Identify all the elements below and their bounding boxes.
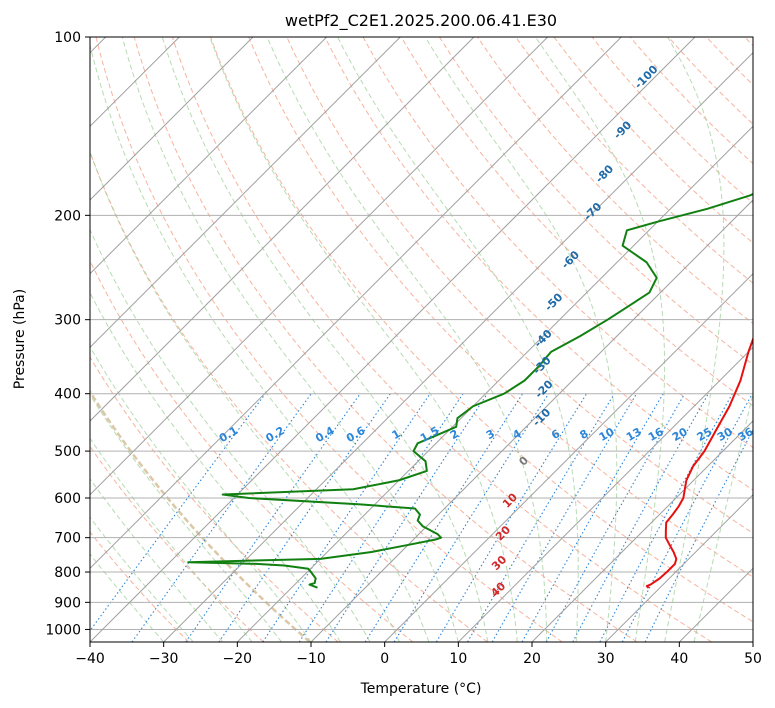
mixing-ratio-line: [262, 393, 431, 642]
mixing-ratio-line: [435, 393, 588, 642]
dry-adiabat-line: [133, 37, 638, 642]
moist-adiabat-line: [90, 345, 312, 642]
x-tick-label: 40: [670, 651, 688, 667]
mixing-ratio-line: [325, 393, 488, 642]
temperature-profile-line: [645, 336, 753, 589]
y-tick-label: 200: [54, 208, 81, 224]
mixing-ratio-lines: [90, 393, 753, 642]
mixing-ratio-line: [491, 393, 638, 642]
isotherm-line: [605, 493, 753, 642]
x-tick-label: −30: [149, 651, 179, 667]
isotherm-line: [310, 199, 753, 642]
y-axis-label: Pressure (hPa): [12, 289, 28, 389]
moist-adiabat-line: [90, 393, 282, 642]
mixing-ratio-line: [393, 393, 550, 642]
y-tick-label: 500: [54, 444, 81, 460]
y-tick-label: 300: [54, 313, 81, 329]
isotherm-line: [90, 37, 696, 642]
mixing-ratio-line: [545, 393, 686, 642]
moist-adiabats: [90, 37, 753, 642]
y-tick-label: 600: [54, 491, 81, 507]
dry-adiabat-line: [90, 531, 190, 642]
mixing-ratio-line: [572, 393, 709, 642]
mixing-ratio-line: [521, 393, 664, 642]
moist-adiabat-line: [535, 37, 666, 642]
profile-lines: [187, 192, 753, 589]
dry-adiabat-line: [90, 150, 488, 642]
mixing-ratio-line: [467, 393, 615, 642]
moist-adiabat-line: [90, 43, 430, 642]
dewpoint-profile-line: [187, 192, 753, 589]
dry-adiabat-line: [171, 37, 712, 642]
x-tick-label: −20: [223, 651, 253, 667]
isotherm-line: [90, 37, 622, 570]
dry-adiabat-line: [400, 37, 753, 407]
x-tick-label: 0: [380, 651, 389, 667]
dry-adiabat-line: [286, 37, 753, 534]
isotherm-line: [90, 37, 475, 422]
moist-adiabat-line: [337, 37, 579, 642]
y-tick-label: 1000: [45, 622, 81, 638]
moist-adiabat-line: [90, 437, 253, 642]
mixing-ratio-label: 36: [736, 425, 756, 444]
dry-adiabat-line: [95, 37, 563, 642]
y-tick-label: 400: [54, 387, 81, 403]
isotherm-line: [90, 37, 401, 349]
isotherm-line: [90, 37, 254, 201]
isotherm-line: [90, 37, 549, 496]
x-tick-label: 10: [449, 651, 467, 667]
y-tick-label: 100: [54, 30, 81, 46]
isotherm-line: [384, 272, 753, 642]
isotherm-line: [163, 51, 753, 642]
mixing-ratio-line: [131, 393, 312, 642]
chart-title: wetPf2_C2E1.2025.200.06.41.E30: [285, 11, 557, 31]
x-tick-label: 50: [744, 651, 762, 667]
mixing-ratio-line: [644, 428, 753, 642]
dry-adiabat-line: [210, 37, 753, 623]
moist-adiabat-line: [90, 150, 400, 642]
grid-lines: [90, 37, 753, 630]
plot-frame: [89, 36, 754, 643]
x-tick-label: −10: [296, 651, 326, 667]
y-tick-label: 800: [54, 565, 81, 581]
x-axis-label: Temperature (°C): [360, 681, 482, 697]
isotherm-line: [90, 37, 328, 275]
moist-adiabat-line: [90, 478, 223, 642]
x-tick-label: −40: [75, 651, 105, 667]
moist-adiabat-line: [424, 37, 618, 642]
moist-adiabat-line: [90, 228, 371, 642]
dry-adiabat-line: [439, 37, 753, 366]
plot-area: -100-90-80-70-60-50-40-30-20-10010203040…: [90, 37, 756, 642]
x-tick-label: 20: [523, 651, 541, 667]
isotherm-line: [236, 125, 753, 642]
dry-adiabat-line: [591, 37, 753, 204]
axis-ticks: −40 −30 −20 −10 0 10 20 30 40 50 100 200 300 400 500 60…: [45, 30, 762, 667]
skewed-isotherms: [90, 37, 753, 642]
dry-adiabat-line: [248, 37, 753, 578]
x-tick-label: 30: [597, 651, 615, 667]
moist-adiabat-line: [664, 37, 725, 642]
reference-dry-adiabat-line: [90, 389, 311, 642]
y-tick-label: 900: [54, 595, 81, 611]
y-tick-label: 700: [54, 531, 81, 547]
dry-adiabat-line: [324, 37, 753, 491]
moist-adiabat-line: [266, 37, 548, 642]
isotherm-line: [457, 346, 753, 642]
isotherm-line: [531, 420, 753, 642]
moist-adiabat-line: [90, 516, 194, 642]
mixing-ratio-line: [298, 393, 464, 642]
moist-adiabat-line: [90, 291, 341, 642]
dry-adiabat-line: [90, 259, 414, 642]
dry-adiabat-line: [477, 37, 753, 325]
mixing-ratio-line: [364, 393, 524, 642]
moist-adiabat-line: [121, 37, 459, 642]
moist-adiabat-line: [209, 37, 518, 642]
dry-adiabat-line: [553, 37, 753, 244]
moist-adiabat-line: [161, 37, 489, 642]
